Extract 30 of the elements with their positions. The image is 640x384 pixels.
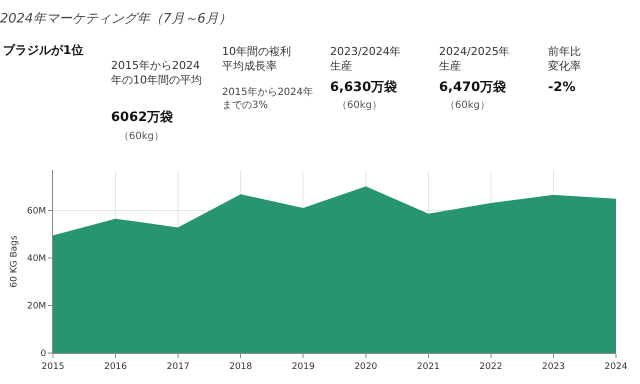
text: 2023/2024年生産: [330, 45, 401, 72]
text: 6062万袋: [111, 110, 174, 125]
text: 6,470万袋: [439, 80, 506, 95]
text: 6,630万袋: [330, 80, 398, 95]
y-tick-label: 20M: [26, 302, 46, 312]
y-tick-label: 0: [40, 349, 46, 360]
text: 10年間の複利平均成長率: [222, 45, 291, 72]
text: （60kg）: [119, 131, 164, 142]
text: -2%: [548, 80, 576, 95]
text: 2015年から2024年の10年間の平均: [111, 59, 202, 86]
chart-title: 2024年マーケティング年（7月～6月）: [0, 12, 232, 27]
x-tick-label: 2024: [604, 362, 628, 372]
x-tick-label: 2015: [42, 362, 64, 372]
x-tick-label: 2021: [416, 362, 440, 372]
x-tick-label: 2019: [292, 362, 315, 372]
x-tick-label: 2020: [354, 362, 378, 372]
text: （60kg）: [445, 100, 490, 111]
x-tick-label: 2022: [479, 362, 502, 372]
x-tick-label: 2016: [104, 362, 128, 372]
text: 2024/2025年生産: [439, 45, 510, 72]
x-tick-label: 2018: [229, 362, 252, 372]
x-tick-label: 2017: [166, 362, 190, 372]
y-tick-label: 60M: [26, 206, 46, 217]
x-tick-label: 2023: [542, 362, 565, 372]
text: ブラジルが1位: [3, 43, 84, 57]
y-axis-title: 60 KG Bags: [9, 235, 20, 288]
y-tick-label: 40M: [26, 254, 46, 264]
text: 前年比変化率: [548, 45, 581, 72]
text: 2015年から2024年までの3%: [222, 86, 313, 111]
text: （60kg）: [337, 100, 382, 111]
